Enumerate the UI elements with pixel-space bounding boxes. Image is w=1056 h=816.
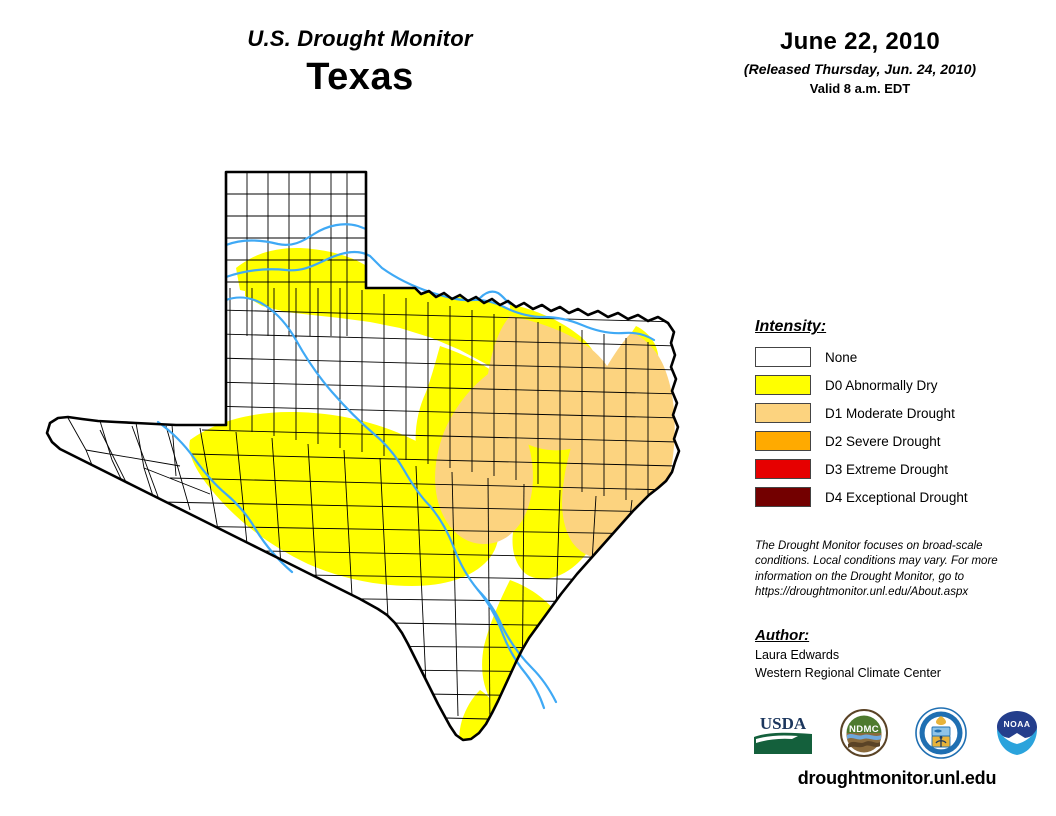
valid-date: June 22, 2010: [779, 28, 940, 55]
legend-label-d4: D4 Exceptional Drought: [825, 489, 968, 505]
legend-title: Intensity:: [755, 318, 827, 335]
legend-swatch-d0: [755, 375, 811, 395]
date-block: June 22, 2010 (Released Thursday, Jun. 2…: [690, 28, 1030, 96]
disclaimer-text: The Drought Monitor focuses on broad-sca…: [755, 540, 998, 598]
author-name: Laura Edwards: [755, 648, 840, 662]
legend-item-d0[interactable]: D0 Abnormally Dry: [755, 372, 1035, 398]
legend-item-d4[interactable]: D4 Exceptional Drought: [755, 484, 1035, 510]
legend-label-d1: D1 Moderate Drought: [825, 405, 955, 421]
legend-item-d3[interactable]: D3 Extreme Drought: [755, 456, 1035, 482]
noaa-logo: NOAA: [996, 711, 1037, 755]
title-block: U.S. Drought Monitor Texas: [150, 26, 570, 99]
author-title: Author:: [755, 627, 810, 644]
legend-label-d0: D0 Abnormally Dry: [825, 377, 938, 393]
usda-logo: USDA: [754, 714, 812, 754]
ndmc-logo-text: NDMC: [849, 724, 879, 735]
legend-label-d2: D2 Severe Drought: [825, 433, 941, 449]
noaa-logo-text: NOAA: [1003, 719, 1030, 729]
state-outline: [45, 170, 681, 742]
legend-item-d1[interactable]: D1 Moderate Drought: [755, 400, 1035, 426]
legend-swatch-d4: [755, 487, 811, 507]
author-block: Author: Laura Edwards Western Regional C…: [755, 627, 1035, 680]
valid-time: Valid 8 a.m. EDT: [809, 81, 911, 96]
state-title: Texas: [306, 56, 414, 98]
ndmc-logo: NDMC: [840, 709, 889, 757]
legend-item-none[interactable]: None: [755, 344, 1035, 370]
legend-label-d3: D3 Extreme Drought: [825, 461, 949, 477]
legend-label-none: None: [825, 349, 858, 365]
map-svg: [45, 170, 681, 742]
author-affiliation: Western Regional Climate Center: [755, 666, 941, 680]
texas-drought-map: [40, 150, 740, 800]
legend-swatch-d3: [755, 459, 811, 479]
released-date: (Released Thursday, Jun. 24, 2010): [743, 61, 977, 77]
legend-swatch-d1: [755, 403, 811, 423]
legend-swatch-none: [755, 347, 811, 367]
footer-url[interactable]: droughtmonitor.unl.edu: [797, 768, 997, 788]
usda-logo-text: USDA: [760, 714, 807, 733]
noaa-seal-logo: [914, 707, 967, 759]
legend-swatch-d2: [755, 431, 811, 451]
legend-panel: Intensity: None D0 Abnormally Dry D1 Mod…: [755, 318, 1035, 512]
page-title: U.S. Drought Monitor: [247, 26, 473, 51]
logo-row: USDA NDMC NOAA: [752, 704, 1042, 762]
legend-item-d2[interactable]: D2 Severe Drought: [755, 428, 1035, 454]
